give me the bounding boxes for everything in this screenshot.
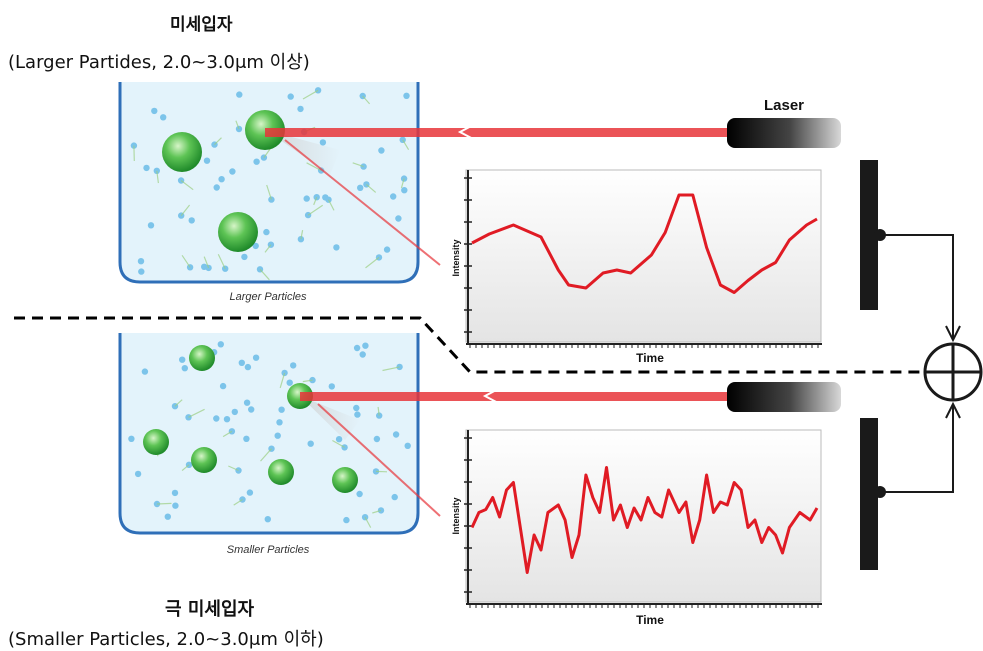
particle-dot (220, 383, 226, 389)
laser-emitter-icon (727, 118, 841, 148)
particle-dot (354, 345, 360, 351)
particle-dot (218, 176, 224, 182)
particle-dot (320, 139, 326, 145)
particle-dot (244, 400, 250, 406)
small-particle (332, 467, 358, 493)
particle-dot (151, 108, 157, 114)
bottom-y-axis-label: Intensity (451, 497, 461, 534)
particle-dot (322, 194, 328, 200)
particle-dot (360, 351, 366, 357)
particle-dot (395, 215, 401, 221)
particle-dot (143, 165, 149, 171)
top-intensity-graph: Intensity Time (451, 170, 822, 365)
small-particle (191, 447, 217, 473)
particle-dot (253, 159, 259, 165)
particle-dot (392, 494, 398, 500)
particle-dot (179, 357, 185, 363)
particle-dot (239, 360, 245, 366)
particle-dot (142, 368, 148, 374)
particle-dot (362, 343, 368, 349)
particle-dot (362, 514, 368, 520)
particle-dot (218, 341, 224, 347)
top-y-axis-label: Intensity (451, 239, 461, 276)
top-container-caption: Larger Particles (229, 291, 307, 303)
particle-dot (384, 246, 390, 252)
small-particle (143, 429, 169, 455)
small-particle (189, 345, 215, 371)
particle-dot (245, 364, 251, 370)
particle-dot (182, 365, 188, 371)
particle-dot (189, 217, 195, 223)
particle-dot (393, 431, 399, 437)
particle-dot (275, 433, 281, 439)
particle-dot (343, 517, 349, 523)
particle-dot (138, 268, 144, 274)
particle-dot (378, 147, 384, 153)
particle-dot (281, 370, 287, 376)
particle-dot (160, 114, 166, 120)
particle-dot (248, 406, 254, 412)
circle-plus-icon (925, 344, 981, 400)
bottom-x-axis-label: Time (636, 613, 664, 627)
particle-dot (172, 490, 178, 496)
particle-dot (214, 184, 220, 190)
particle-dot (278, 407, 284, 413)
particle-dot (204, 158, 210, 164)
particle-dot (135, 471, 141, 477)
laser-label: Laser (764, 97, 804, 114)
particle-dot (253, 355, 259, 361)
particle-dot (288, 93, 294, 99)
particle-dot (290, 362, 296, 368)
particle-dot (304, 195, 310, 201)
particle-dot (224, 416, 230, 422)
particle-dot (374, 436, 380, 442)
particle-dot (353, 405, 359, 411)
particle-dot (356, 491, 362, 497)
particle-dot (329, 383, 335, 389)
bottom-laser-device (727, 382, 841, 412)
particle-dot (172, 503, 178, 509)
top-sample-container: Larger Particles (120, 82, 418, 303)
particle-dot (138, 258, 144, 264)
laser-emitter-icon (727, 382, 841, 412)
particle-dot (297, 106, 303, 112)
particle-dot (357, 185, 363, 191)
particle-dot (128, 436, 134, 442)
bottom-container-caption: Smaller Particles (227, 544, 310, 556)
particle-dot (276, 419, 282, 425)
particle-dot (148, 222, 154, 228)
particle-dot (243, 436, 249, 442)
large-particle (162, 132, 202, 172)
particle-dot (390, 193, 396, 199)
bottom-intensity-graph: Intensity Time (451, 430, 822, 627)
particle-dot (403, 93, 409, 99)
particle-dot (247, 489, 253, 495)
particle-dot (229, 168, 235, 174)
bottom-sample-container: Smaller Particles (120, 333, 418, 556)
detector-circuit (860, 160, 981, 570)
particle-dot (287, 380, 293, 386)
large-particle (218, 212, 258, 252)
particle-dot (232, 409, 238, 415)
particle-dot (333, 244, 339, 250)
particle-dot (405, 443, 411, 449)
particle-dot (241, 254, 247, 260)
particle-dot (378, 507, 384, 513)
particle-dot (236, 91, 242, 97)
particle-dot (213, 415, 219, 421)
top-x-axis-label: Time (636, 351, 664, 365)
particle-dot (308, 441, 314, 447)
particle-dot (354, 411, 360, 417)
motion-streak (157, 503, 172, 504)
particle-dot (265, 516, 271, 522)
particle-dot (401, 187, 407, 193)
particle-dot (336, 436, 342, 442)
particle-dot (165, 514, 171, 520)
small-particle (268, 459, 294, 485)
particle-dot (305, 212, 311, 218)
particle-dot (263, 229, 269, 235)
top-laser-device: Laser (727, 97, 841, 148)
